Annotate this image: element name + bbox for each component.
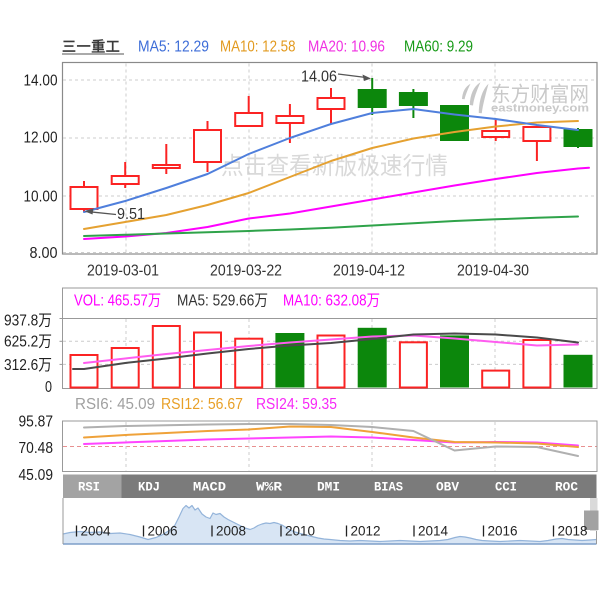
svg-text:95.87: 95.87 [19, 414, 54, 431]
svg-text:MA60: 9.29: MA60: 9.29 [404, 39, 473, 56]
svg-text:9.51: 9.51 [117, 206, 145, 223]
svg-text:2019-04-12: 2019-04-12 [333, 263, 405, 280]
svg-text:2014: 2014 [418, 524, 449, 539]
svg-text:ROC: ROC [555, 481, 578, 495]
svg-text:8.00: 8.00 [30, 245, 58, 262]
svg-text:RSI12: 56.67: RSI12: 56.67 [161, 396, 243, 413]
svg-text:312.6万: 312.6万 [4, 357, 52, 374]
svg-text:2019-03-01: 2019-03-01 [87, 263, 159, 280]
svg-text:东方财富网: 东方财富网 [491, 84, 589, 107]
svg-text:RSI24: 59.35: RSI24: 59.35 [256, 396, 337, 413]
svg-text:三一重工: 三一重工 [62, 39, 120, 55]
svg-text:KDJ: KDJ [138, 481, 160, 495]
svg-text:625.2万: 625.2万 [4, 334, 52, 351]
svg-text:BIAS: BIAS [374, 481, 403, 495]
svg-text:RSI6: 45.09: RSI6: 45.09 [75, 396, 155, 413]
svg-text:VOL: 465.57万: VOL: 465.57万 [74, 293, 161, 310]
svg-text:12.00: 12.00 [24, 130, 58, 147]
svg-text:14.00: 14.00 [24, 73, 58, 90]
svg-text:2012: 2012 [351, 524, 381, 539]
svg-text:eastmoney.com: eastmoney.com [491, 103, 589, 115]
svg-text:2016: 2016 [488, 524, 518, 539]
svg-text:0: 0 [45, 379, 52, 396]
svg-text:点击查看新版极速行情: 点击查看新版极速行情 [221, 153, 448, 180]
svg-text:OBV: OBV [436, 481, 459, 495]
svg-text:10.00: 10.00 [24, 189, 58, 206]
svg-text:MA10: 632.08万: MA10: 632.08万 [283, 293, 380, 310]
svg-text:DMI: DMI [317, 481, 340, 495]
svg-text:RSI: RSI [78, 481, 100, 495]
svg-text:MA20: 10.96: MA20: 10.96 [308, 39, 385, 56]
svg-text:2006: 2006 [148, 524, 178, 539]
svg-text:70.48: 70.48 [19, 440, 54, 457]
svg-text:CCI: CCI [495, 481, 517, 495]
svg-text:2008: 2008 [216, 524, 246, 539]
svg-text:MACD: MACD [193, 481, 227, 495]
svg-text:45.09: 45.09 [19, 467, 54, 484]
svg-text:2019-04-30: 2019-04-30 [457, 263, 529, 280]
svg-text:W%R: W%R [256, 481, 283, 495]
svg-text:2004: 2004 [81, 524, 112, 539]
svg-text:2018: 2018 [558, 524, 588, 539]
svg-text:2010: 2010 [285, 524, 315, 539]
svg-text:MA5: 529.66万: MA5: 529.66万 [177, 293, 268, 310]
svg-text:937.8万: 937.8万 [4, 313, 52, 330]
svg-text:MA5: 12.29: MA5: 12.29 [138, 39, 209, 56]
svg-text:14.06: 14.06 [301, 69, 337, 86]
svg-text:MA10: 12.58: MA10: 12.58 [220, 39, 296, 56]
svg-text:2019-03-22: 2019-03-22 [210, 263, 282, 280]
